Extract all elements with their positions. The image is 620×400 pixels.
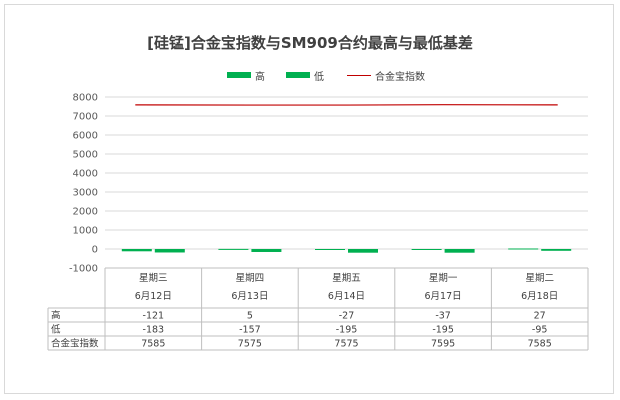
bar-high bbox=[508, 248, 539, 250]
table-cell: -27 bbox=[339, 311, 355, 322]
x-category-weekday: 星期一 bbox=[429, 273, 458, 284]
table-row-label: 合金宝指数 bbox=[51, 338, 99, 350]
y-tick-label: 5000 bbox=[73, 150, 98, 161]
table-row-label: 高 bbox=[51, 310, 61, 322]
bar-low bbox=[541, 249, 572, 251]
legend-swatch-high bbox=[227, 72, 251, 78]
bar-low bbox=[154, 249, 185, 253]
table-cell: 7585 bbox=[528, 339, 552, 350]
y-tick-label: 8000 bbox=[73, 93, 98, 104]
table-cell: -37 bbox=[435, 311, 451, 322]
table-cell: 27 bbox=[534, 311, 546, 322]
legend-item-high: 高 bbox=[227, 68, 265, 83]
legend-item-index: 合金宝指数 bbox=[347, 68, 425, 83]
legend-swatch-index bbox=[347, 74, 371, 76]
x-category-date: 6月17日 bbox=[425, 291, 462, 302]
legend-label-high: 高 bbox=[255, 71, 265, 83]
y-tick-label: 6000 bbox=[73, 131, 98, 142]
table-row-label: 低 bbox=[51, 324, 61, 336]
x-category-weekday: 星期四 bbox=[236, 273, 265, 284]
bar-high bbox=[121, 249, 152, 252]
x-category-weekday: 星期二 bbox=[525, 273, 554, 284]
bar-low bbox=[348, 249, 378, 253]
table-cell: -183 bbox=[143, 325, 165, 336]
legend-swatch-low bbox=[286, 72, 310, 78]
x-category-weekday: 星期五 bbox=[332, 273, 361, 284]
table-cell: -121 bbox=[143, 311, 165, 322]
x-category-weekday: 星期三 bbox=[139, 273, 168, 284]
y-tick-label: 7000 bbox=[73, 112, 98, 123]
table-cell: -195 bbox=[336, 325, 358, 336]
bar-high bbox=[218, 248, 249, 250]
legend-label-low: 低 bbox=[314, 71, 324, 83]
table-cell: 7575 bbox=[334, 339, 358, 350]
x-category-date: 6月18日 bbox=[521, 291, 558, 302]
table-cell: -195 bbox=[432, 325, 454, 336]
legend-item-low: 低 bbox=[286, 68, 324, 83]
chart-legend: 高 低 合金宝指数 bbox=[0, 68, 620, 83]
table-cell: 7585 bbox=[141, 339, 165, 350]
bar-high bbox=[411, 249, 442, 250]
bar-low bbox=[251, 249, 282, 252]
table-cell: -157 bbox=[239, 325, 261, 336]
table-cell: -95 bbox=[532, 325, 548, 336]
bar-high bbox=[315, 249, 345, 250]
x-category-date: 6月13日 bbox=[231, 291, 268, 302]
y-tick-label: 3000 bbox=[73, 188, 98, 199]
y-tick-label: -1000 bbox=[69, 264, 98, 275]
table-cell: 7575 bbox=[238, 339, 262, 350]
table-cell: 7595 bbox=[431, 339, 455, 350]
chart-frame bbox=[4, 4, 614, 394]
y-tick-label: 1000 bbox=[73, 226, 98, 237]
x-category-date: 6月14日 bbox=[328, 291, 365, 302]
chart-title: [硅锰]合金宝指数与SM909合约最高与最低基差 bbox=[147, 34, 473, 52]
table-cell: 5 bbox=[247, 311, 253, 322]
y-tick-label: 2000 bbox=[73, 207, 98, 218]
x-category-date: 6月12日 bbox=[135, 291, 172, 302]
y-tick-label: 4000 bbox=[73, 169, 98, 180]
legend-label-index: 合金宝指数 bbox=[375, 71, 425, 83]
bar-low bbox=[444, 249, 475, 253]
y-tick-label: 0 bbox=[92, 245, 98, 256]
